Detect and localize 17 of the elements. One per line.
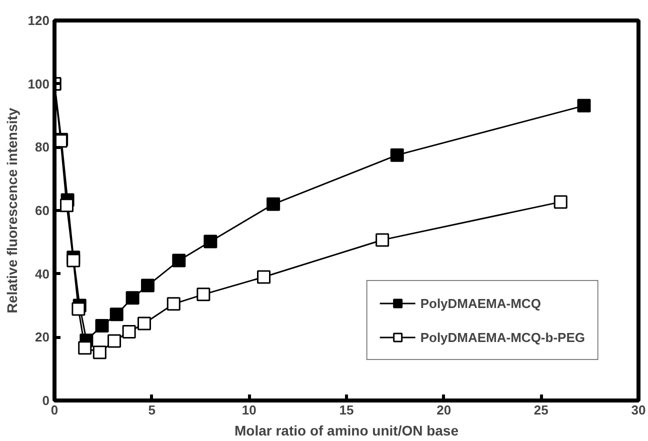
y-tick-label: 120 [28,13,50,28]
x-tick-label: 30 [631,402,646,418]
x-axis-title: Molar ratio of amino unit/ON base [234,422,459,438]
y-tick-label: 100 [28,76,50,92]
x-tick-label: 15 [339,402,354,418]
x-tick-label: 10 [242,402,256,418]
y-tick-label: 20 [35,330,50,345]
y-tick-label: 60 [35,203,50,218]
legend-label: PolyDMAEMA-MCQ [420,296,541,310]
y-tick-label: 40 [35,266,50,282]
x-tick-label: 5 [148,402,156,418]
y-axis-title: Relative fluorescence intensity [4,108,20,314]
legend-label: PolyDMAEMA-MCQ-b-PEG [420,330,585,344]
y-tick-label: 0 [42,393,50,408]
x-tick-label: 20 [436,402,452,418]
y-tick-label: 80 [35,140,50,155]
x-tick-label: 25 [534,402,548,418]
